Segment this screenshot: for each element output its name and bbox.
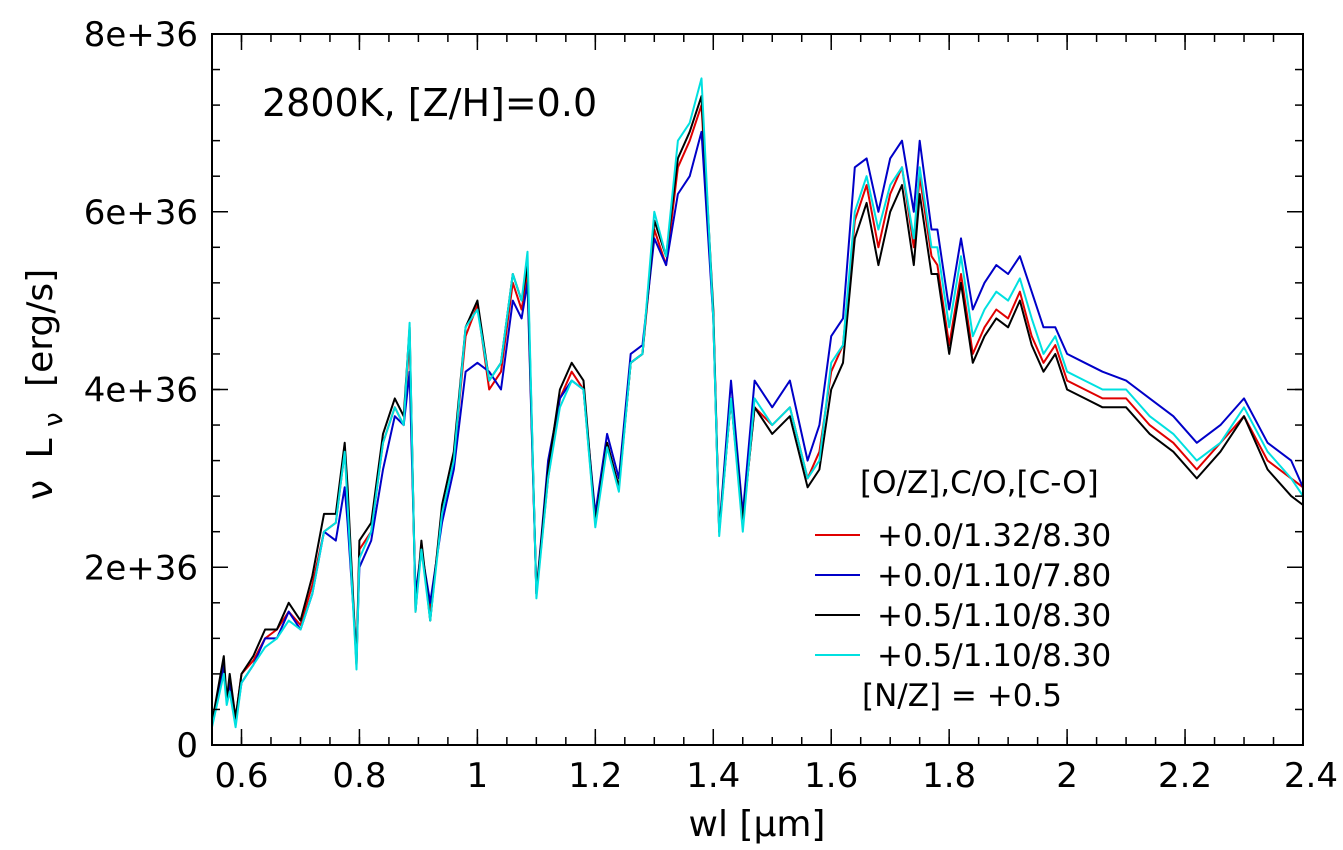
y-axis-label: ν L ν [erg/s]: [20, 269, 71, 500]
series-line-4: [212, 77, 1303, 729]
x-tick-label: 1.6: [804, 756, 858, 796]
x-tick-label: 2: [1056, 756, 1078, 796]
y-label-unit: [erg/s]: [20, 269, 61, 387]
legend-title: [O/Z],C/O,[C-O]: [860, 465, 1099, 501]
y-label-nu: ν: [20, 480, 61, 500]
legend-entry-label-2: [N/Z] = +0.5: [862, 678, 1062, 714]
y-label-sub: ν: [39, 412, 69, 427]
x-tick-label: 0.8: [332, 756, 386, 796]
x-tick-label: 1.2: [568, 756, 622, 796]
y-tick-label: 6e+36: [84, 193, 198, 233]
series-line-2: [212, 130, 1303, 724]
series-lines: [212, 77, 1303, 729]
x-tick-label: 2.4: [1284, 756, 1338, 796]
x-tick-label: 0.6: [214, 756, 268, 796]
x-tick-label: 1.8: [922, 756, 976, 796]
y-label-L: L: [20, 438, 61, 458]
x-axis-label: wl [µm]: [689, 804, 826, 845]
x-tick-label: 1: [467, 756, 489, 796]
y-tick-label: 0: [176, 726, 198, 766]
y-tick-label: 8e+36: [84, 15, 198, 55]
legend-entry-label: +0.0/1.10/7.80: [877, 558, 1111, 594]
series-line-1: [212, 104, 1303, 724]
y-tick-label: 4e+36: [84, 371, 198, 411]
tick-labels: 0.6 0.8 1 1.2 1.4 1.6 1.8 2 2.2 2.4 0 2e+36 4e+36 6e+…: [84, 15, 1338, 796]
legend: [O/Z],C/O,[C-O] +0.0/1.32/8.30 +0.0/1.10/…: [815, 465, 1111, 714]
axis-ticks: [211, 33, 1304, 746]
svg-text:ν L ν [erg/s: ν L ν [erg/s]: [20, 269, 71, 500]
legend-entry-label: +0.0/1.32/8.30: [877, 518, 1111, 554]
legend-entry-label: +0.5/1.10/8.30: [877, 598, 1111, 634]
x-tick-label: 2.2: [1158, 756, 1212, 796]
x-tick-label: 1.4: [686, 756, 740, 796]
model-annotation: 2800K, [Z/H]=0.0: [262, 81, 597, 125]
legend-entry-label: +0.5/1.10/8.30: [877, 638, 1111, 674]
y-tick-label: 2e+36: [84, 548, 198, 588]
